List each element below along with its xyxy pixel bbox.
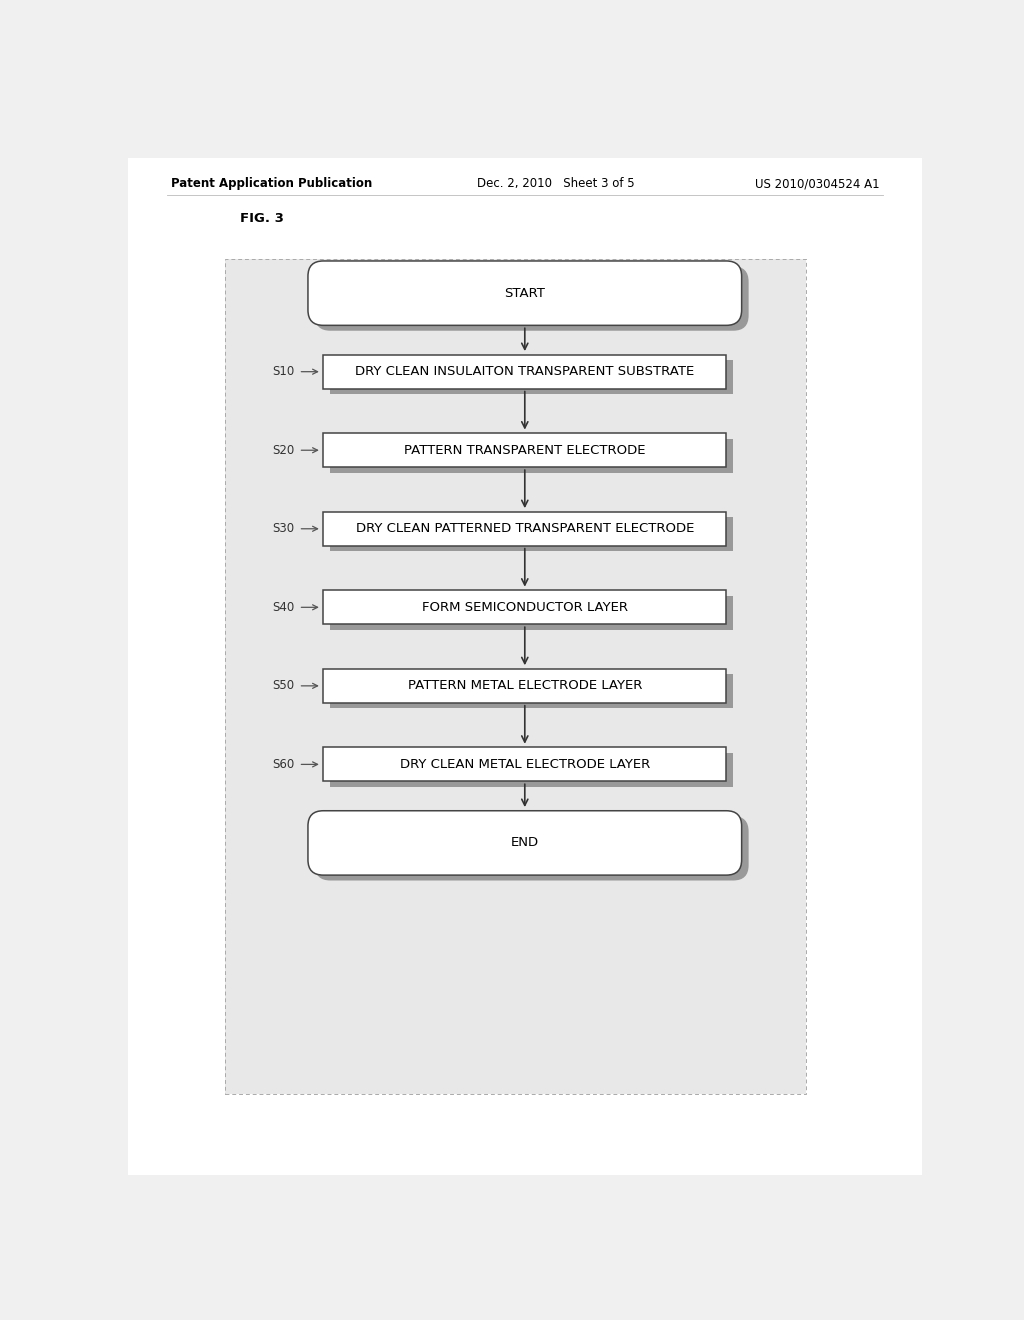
FancyBboxPatch shape xyxy=(315,267,749,331)
FancyBboxPatch shape xyxy=(331,517,733,552)
Text: FIG. 3: FIG. 3 xyxy=(241,213,285,224)
FancyBboxPatch shape xyxy=(308,810,741,875)
Text: DRY CLEAN PATTERNED TRANSPARENT ELECTRODE: DRY CLEAN PATTERNED TRANSPARENT ELECTROD… xyxy=(355,523,694,536)
Text: S60: S60 xyxy=(272,758,295,771)
FancyBboxPatch shape xyxy=(315,816,749,880)
FancyBboxPatch shape xyxy=(331,438,733,473)
FancyBboxPatch shape xyxy=(128,158,922,1175)
Text: PATTERN TRANSPARENT ELECTRODE: PATTERN TRANSPARENT ELECTRODE xyxy=(404,444,645,457)
Text: END: END xyxy=(511,837,539,850)
Text: Dec. 2, 2010   Sheet 3 of 5: Dec. 2, 2010 Sheet 3 of 5 xyxy=(477,177,635,190)
Text: Patent Application Publication: Patent Application Publication xyxy=(171,177,372,190)
FancyBboxPatch shape xyxy=(225,259,806,1094)
Text: FORM SEMICONDUCTOR LAYER: FORM SEMICONDUCTOR LAYER xyxy=(422,601,628,614)
FancyBboxPatch shape xyxy=(331,360,733,395)
FancyBboxPatch shape xyxy=(324,433,726,467)
FancyBboxPatch shape xyxy=(308,261,741,325)
Text: S20: S20 xyxy=(272,444,295,457)
Text: S40: S40 xyxy=(272,601,295,614)
FancyBboxPatch shape xyxy=(331,675,733,708)
FancyBboxPatch shape xyxy=(324,512,726,545)
Text: S30: S30 xyxy=(272,523,295,536)
FancyBboxPatch shape xyxy=(324,355,726,388)
Text: PATTERN METAL ELECTRODE LAYER: PATTERN METAL ELECTRODE LAYER xyxy=(408,680,642,693)
Text: S50: S50 xyxy=(272,680,295,693)
FancyBboxPatch shape xyxy=(324,669,726,702)
FancyBboxPatch shape xyxy=(324,590,726,624)
Text: START: START xyxy=(505,286,545,300)
FancyBboxPatch shape xyxy=(331,752,733,787)
Text: US 2010/0304524 A1: US 2010/0304524 A1 xyxy=(755,177,880,190)
FancyBboxPatch shape xyxy=(331,595,733,630)
FancyBboxPatch shape xyxy=(324,747,726,781)
Text: S10: S10 xyxy=(272,366,295,379)
Text: DRY CLEAN METAL ELECTRODE LAYER: DRY CLEAN METAL ELECTRODE LAYER xyxy=(399,758,650,771)
Text: DRY CLEAN INSULAITON TRANSPARENT SUBSTRATE: DRY CLEAN INSULAITON TRANSPARENT SUBSTRA… xyxy=(355,366,694,379)
